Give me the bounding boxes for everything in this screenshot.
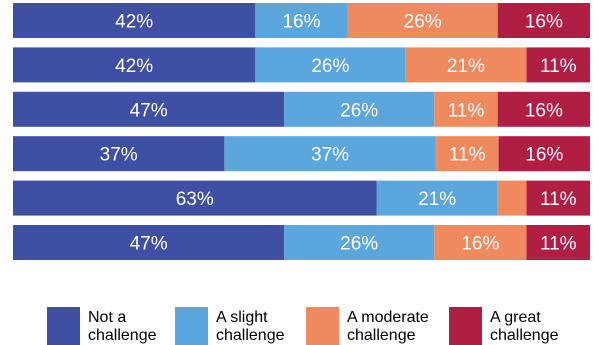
bar-segment [526,47,590,83]
data-label: 47% [130,234,168,255]
data-label: 63% [176,189,214,210]
data-label: 37% [311,145,349,166]
data-label: 11% [540,234,577,255]
data-label: 16% [525,145,563,166]
bar-segment [434,225,527,260]
legend-label-line1: A slight [216,309,268,326]
bar-segment [284,91,435,127]
data-label: 26% [340,234,378,255]
bar-segment [347,3,498,38]
bar-segment [434,91,498,127]
data-label: 26% [404,12,442,33]
legend-label-line2: challenge [88,327,157,344]
legend-label-line1: A great [490,309,541,326]
data-label: 16% [282,12,320,33]
bar-row: 42% 26% 21% 11% [13,47,590,83]
legend-label-line2: challenge [216,327,285,344]
bar-segment [255,47,406,83]
bar-segment [497,91,590,127]
legend-label-line1: A moderate [347,309,429,326]
bar-row: 47% 26% 11% 16% [13,91,590,127]
bar-segment [498,136,590,172]
bar-row: 47% 26% 16% 11% [13,225,590,260]
bar-segment [13,180,377,216]
bar-row: 42% 16% 26% 16% [13,3,590,38]
bar-segment [405,47,527,83]
bar-segment [526,225,590,260]
bar-segment [497,3,590,38]
data-label: 11% [448,100,485,121]
bars-group: 42% 16% 26% 16%42% 26% 21% 11%47% 26% 11% 16%37% 3… [13,3,590,260]
legend-label-line2: challenge [347,327,416,344]
legend-swatch [306,307,339,345]
bar-segment [376,180,498,216]
bar-segment [13,91,285,127]
data-label: 11% [540,56,577,77]
bar-row: 37% 37% 11% 16% [13,136,590,172]
bar-segment [526,180,590,216]
bar-segment [13,3,256,38]
legend-swatch [175,307,208,345]
bar-segment [13,136,225,172]
data-label: 16% [525,12,563,33]
data-label: 16% [525,100,563,121]
bar-segment [284,225,435,260]
bar-segment [224,136,436,172]
legend-swatch [47,307,80,345]
bar-segment [13,47,256,83]
data-label: 16% [461,234,499,255]
data-label: 21% [418,189,456,210]
data-label: 47% [130,100,168,121]
data-label: 26% [340,100,378,121]
bar-row: 63% 21% 11% [13,180,590,216]
bar-segment [13,225,285,260]
bar-segment [255,3,348,38]
bar-segment [497,180,527,216]
data-label: 42% [115,12,153,33]
legend-label-line1: Not a [88,309,126,326]
legend-label-line2: challenge [490,327,559,344]
data-label: 42% [115,56,153,77]
data-label: 21% [447,56,485,77]
data-label: 11% [449,145,486,166]
data-label: 37% [100,145,138,166]
data-label: 11% [540,189,577,210]
legend-swatch [449,307,482,345]
bar-segment [435,136,499,172]
data-label: 26% [311,56,349,77]
